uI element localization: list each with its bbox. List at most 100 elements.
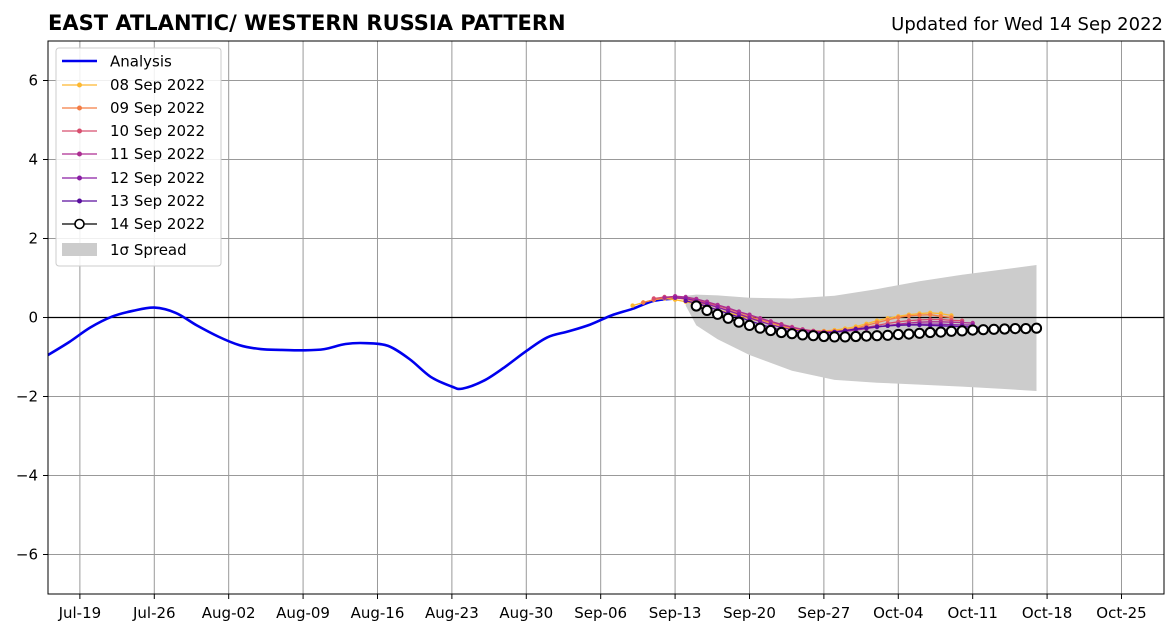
forecast-point bbox=[906, 322, 912, 328]
legend-box bbox=[55, 47, 222, 267]
forecast-point bbox=[924, 326, 936, 339]
legend-label-11-sep: 11 Sep 2022 bbox=[110, 145, 205, 163]
forecast-point bbox=[786, 328, 798, 340]
forecast-point bbox=[765, 324, 777, 337]
forecast-point bbox=[896, 323, 901, 328]
forecast-point bbox=[853, 326, 858, 332]
x-tick-label: Oct-11 bbox=[947, 604, 997, 622]
forecast-point bbox=[850, 330, 862, 343]
analysis-series-layer bbox=[47, 297, 676, 391]
forecast-point bbox=[839, 331, 851, 343]
forecast-point bbox=[967, 324, 979, 336]
legend-item-10-sep: 10 Sep 2022 bbox=[62, 122, 205, 140]
forecast-point bbox=[651, 296, 656, 301]
forecast-point bbox=[913, 327, 926, 339]
legend-label-08-sep: 08 Sep 2022 bbox=[110, 76, 205, 94]
forecast-point bbox=[956, 325, 968, 337]
legend-swatch-08-sep bbox=[77, 82, 82, 88]
legend-swatch-10-sep bbox=[77, 128, 82, 134]
chart-subtitle: Updated for Wed 14 Sep 2022 bbox=[891, 14, 1163, 35]
forecast-point bbox=[896, 315, 901, 320]
legend-label-spread: 1σ Spread bbox=[110, 241, 187, 259]
y-tick-label: 6 bbox=[28, 72, 38, 90]
forecast-point bbox=[928, 312, 933, 317]
legend-item-analysis: Analysis bbox=[62, 53, 172, 71]
analysis-line bbox=[47, 297, 676, 391]
x-tick-label: Aug-23 bbox=[425, 604, 479, 622]
forecast-point bbox=[935, 326, 947, 338]
x-tick-label: Sep-13 bbox=[649, 604, 702, 622]
forecast-point bbox=[1030, 322, 1043, 334]
y-tick-label: 2 bbox=[28, 230, 38, 248]
y-tick-label: −6 bbox=[16, 546, 38, 564]
forecast-point bbox=[988, 323, 1000, 335]
legend-label-12-sep: 12 Sep 2022 bbox=[110, 169, 205, 187]
x-tick-label: Oct-18 bbox=[1022, 604, 1072, 622]
legend-item-13-sep: 13 Sep 2022 bbox=[62, 192, 205, 210]
forecast-point bbox=[630, 303, 635, 308]
forecast-point bbox=[860, 330, 873, 342]
forecast-point bbox=[683, 298, 688, 304]
y-tick-label: −4 bbox=[16, 467, 38, 485]
x-axis: Jul-19 Jul-26 Aug-02 Aug-09 Aug-16 Aug-23 Aug-… bbox=[58, 594, 1147, 622]
forecast-point bbox=[797, 329, 809, 341]
x-tick-label: Sep-06 bbox=[574, 604, 627, 622]
y-tick-label: 4 bbox=[28, 151, 38, 169]
forecast-point bbox=[917, 322, 922, 328]
legend-label-09-sep: 09 Sep 2022 bbox=[110, 99, 205, 117]
legend-item-14-sep: 14 Sep 2022 bbox=[62, 215, 205, 233]
forecast-point bbox=[999, 323, 1011, 335]
forecast-point bbox=[662, 295, 667, 300]
legend-item-09-sep: 09 Sep 2022 bbox=[62, 99, 205, 117]
forecast-point bbox=[906, 313, 912, 319]
legend-swatch-spread bbox=[62, 243, 97, 256]
legend-label-10-sep: 10 Sep 2022 bbox=[110, 122, 205, 140]
y-tick-label: 0 bbox=[28, 309, 38, 327]
y-tick-label: −2 bbox=[16, 388, 38, 406]
legend-item-08-sep: 08 Sep 2022 bbox=[62, 76, 205, 94]
forecast-point bbox=[1009, 323, 1021, 335]
x-tick-label: Sep-27 bbox=[797, 604, 850, 622]
x-tick-label: Aug-09 bbox=[276, 604, 330, 622]
legend-swatch-13-sep bbox=[77, 198, 82, 204]
x-tick-label: Oct-04 bbox=[873, 604, 923, 622]
forecast-point bbox=[885, 323, 890, 328]
forecast-point bbox=[1020, 323, 1032, 335]
legend-swatch-12-sep bbox=[77, 175, 82, 181]
forecast-point bbox=[733, 316, 745, 328]
x-tick-label: Jul-26 bbox=[132, 604, 176, 622]
legend-swatch-09-sep bbox=[77, 105, 82, 111]
x-tick-label: Aug-16 bbox=[351, 604, 405, 622]
forecast-point bbox=[977, 324, 989, 336]
x-tick-label: Aug-02 bbox=[202, 604, 256, 622]
forecast-point bbox=[722, 312, 734, 324]
forecast-point bbox=[754, 322, 766, 334]
forecast-point bbox=[672, 295, 678, 300]
x-tick-label: Jul-19 bbox=[58, 604, 102, 622]
forecast-point bbox=[874, 324, 880, 329]
legend-label-analysis: Analysis bbox=[110, 53, 172, 71]
legend-swatch-14-sep bbox=[74, 218, 85, 230]
forecast-point bbox=[871, 330, 883, 342]
legend-label-14-sep: 14 Sep 2022 bbox=[110, 215, 205, 233]
forecast-point bbox=[641, 300, 646, 305]
forecast-point bbox=[928, 323, 933, 328]
forecast-point bbox=[917, 312, 922, 318]
forecast-point bbox=[945, 325, 958, 337]
forecast-point bbox=[828, 331, 841, 343]
forecast-point bbox=[885, 317, 890, 323]
x-tick-label: Sep-20 bbox=[723, 604, 776, 622]
x-tick-label: Aug-30 bbox=[499, 604, 553, 622]
legend-swatch-11-sep bbox=[77, 151, 82, 157]
legend-item-spread: 1σ Spread bbox=[62, 241, 187, 259]
forecast-point bbox=[775, 326, 788, 339]
forecast-point bbox=[712, 308, 724, 320]
forecast-point bbox=[903, 328, 915, 340]
legend-item-11-sep: 11 Sep 2022 bbox=[62, 145, 205, 163]
forecast-series bbox=[690, 300, 1043, 343]
forecast-point bbox=[818, 330, 830, 343]
legend: Analysis 08 Sep 2022 09 Sep 2022 10 Sep … bbox=[55, 47, 222, 267]
y-axis: −6 −4 −2 0 2 4 6 bbox=[16, 72, 48, 564]
forecast-point bbox=[892, 328, 904, 341]
